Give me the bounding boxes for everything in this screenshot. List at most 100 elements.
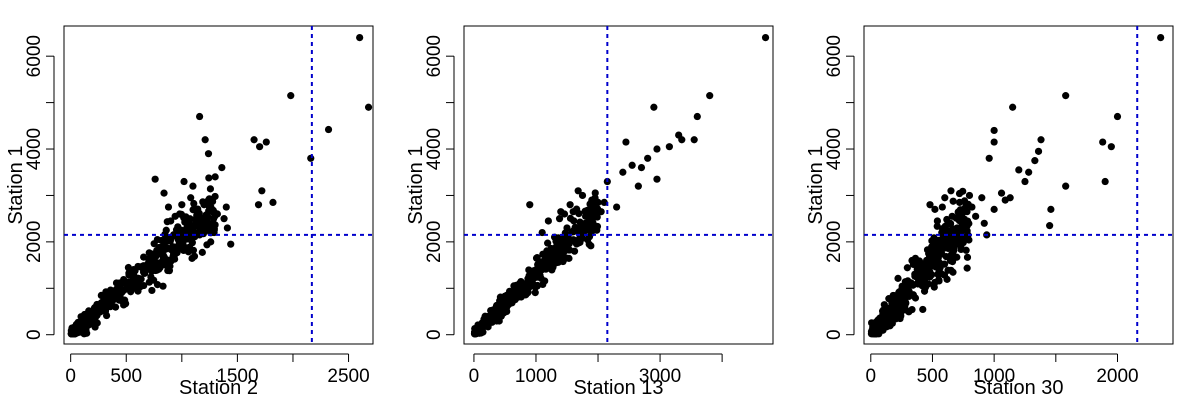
data-point (543, 255, 551, 263)
data-point (512, 286, 520, 295)
data-point (949, 197, 957, 205)
data-point (930, 234, 938, 242)
data-point (898, 304, 906, 312)
data-point (161, 261, 169, 269)
data-point (533, 281, 542, 290)
data-point (903, 264, 911, 272)
data-point (501, 296, 509, 304)
data-point (905, 308, 913, 316)
data-point (908, 280, 916, 288)
data-point (690, 136, 698, 144)
data-point (622, 138, 630, 146)
x-axis-label: Station 2 (179, 377, 258, 399)
data-point (190, 199, 198, 208)
data-point (902, 299, 910, 307)
data-point (141, 267, 149, 275)
data-point (591, 208, 599, 216)
data-point (531, 266, 539, 274)
data-point (196, 112, 204, 121)
data-point (210, 228, 218, 237)
data-point (180, 177, 188, 186)
data-point (531, 289, 539, 297)
data-point (507, 290, 515, 299)
data-point (678, 136, 686, 144)
data-point (307, 154, 315, 162)
data-point (990, 126, 998, 135)
x-tick-label: 1000 (515, 366, 557, 387)
data-point (1015, 166, 1023, 174)
y-tick-label: 6000 (24, 35, 45, 77)
data-point (160, 189, 168, 197)
data-point (180, 228, 188, 236)
data-point (200, 224, 208, 232)
data-point (187, 235, 195, 244)
data-point (555, 215, 564, 223)
data-point (934, 270, 942, 278)
data-point (892, 315, 900, 323)
data-point (364, 103, 373, 111)
data-point (943, 275, 951, 283)
data-point (1113, 112, 1122, 121)
data-point (953, 224, 961, 232)
data-point (190, 252, 199, 260)
data-point (111, 303, 120, 311)
data-point (218, 163, 226, 172)
data-point (148, 251, 156, 259)
data-point (99, 302, 107, 311)
y-tick-label: 6000 (824, 35, 845, 77)
y-tick-label: 6000 (424, 35, 445, 77)
scatter-panel-1: 0 500 1500 2500 0 2000 4000 6000 Station 2 Statio… (5, 25, 374, 399)
data-point (532, 254, 541, 262)
data-point (91, 308, 99, 316)
data-point (262, 138, 270, 146)
data-point (761, 34, 770, 42)
data-point (183, 222, 191, 230)
data-point (927, 271, 935, 279)
data-point (949, 268, 957, 276)
y-tick-label: 2000 (824, 221, 845, 263)
data-point (952, 234, 960, 242)
data-point (978, 194, 986, 202)
data-point (196, 231, 204, 239)
data-point (968, 203, 976, 211)
y-axis-label: Station 1 (805, 146, 827, 225)
data-point (653, 145, 661, 153)
data-point (97, 291, 105, 300)
data-point (972, 212, 980, 220)
data-point (200, 201, 208, 209)
data-point (1157, 34, 1165, 42)
data-point (1037, 136, 1045, 144)
data-point (938, 229, 946, 237)
x-tick-label: 1000 (973, 366, 1015, 387)
data-point (1025, 168, 1033, 176)
data-point (706, 92, 714, 100)
plot-frame (863, 25, 1174, 345)
data-point (502, 302, 510, 310)
x-tick-label: 3000 (639, 366, 681, 387)
data-point (955, 217, 963, 225)
data-point (187, 194, 195, 202)
data-point (948, 212, 956, 220)
data-point (926, 263, 934, 271)
data-point (135, 280, 143, 288)
data-point (890, 300, 899, 308)
data-point (497, 301, 505, 310)
y-tick-label: 4000 (24, 128, 45, 170)
y-axis-label: Station 1 (405, 146, 427, 225)
data-point (514, 293, 522, 301)
plot-frame (63, 25, 374, 345)
data-point (963, 253, 972, 261)
data-point (583, 236, 592, 244)
data-point (201, 136, 209, 144)
data-point (205, 174, 213, 182)
data-point (148, 286, 156, 295)
x-tick-label: 0 (865, 366, 876, 387)
data-point (644, 154, 652, 162)
data-point (931, 252, 939, 261)
data-point (557, 239, 565, 247)
data-points (867, 34, 1165, 338)
data-point (569, 208, 577, 216)
data-point (963, 208, 971, 216)
data-point (78, 325, 86, 333)
data-point (207, 238, 215, 246)
